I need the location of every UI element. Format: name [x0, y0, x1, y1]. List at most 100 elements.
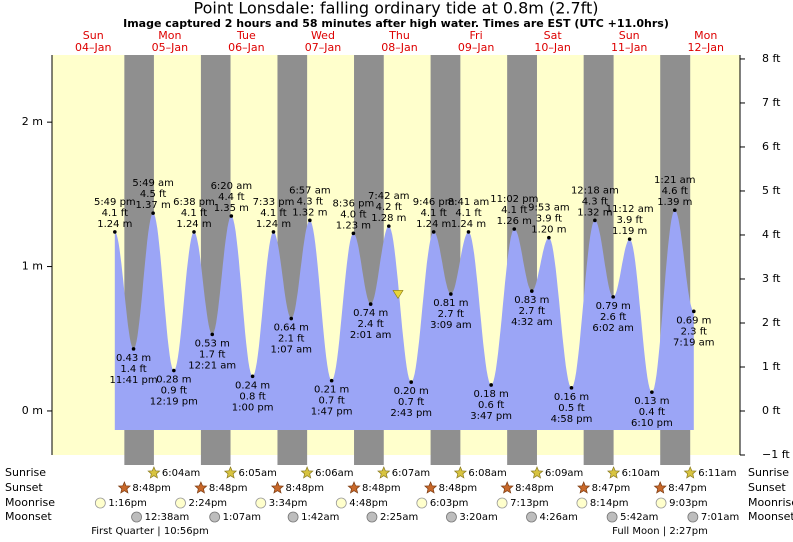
tide-label: 12:19 pm	[150, 397, 198, 408]
tide-point	[489, 383, 493, 387]
tide-label: 1.24 m	[97, 219, 132, 230]
y-tick-label: 2 m	[22, 115, 43, 128]
tide-label: 0.28 m	[156, 375, 191, 386]
day-date: 11–Jan	[611, 41, 647, 54]
row-time: 8:48pm	[285, 483, 324, 494]
moon-icon	[255, 497, 267, 509]
tide-label: 1:00 pm	[232, 402, 274, 413]
y-tick-label: 1 m	[22, 260, 43, 273]
tide-point	[611, 295, 615, 299]
y2-tick-label: 3 ft	[762, 272, 781, 285]
tide-label: 1.20 m	[531, 225, 566, 236]
tide-label: 12:18 am	[571, 185, 619, 196]
tide-label: 4.3 ft	[297, 196, 323, 207]
tide-label: 6:02 am	[592, 323, 634, 334]
sun-icon	[683, 466, 697, 479]
row-time: 6:04am	[162, 468, 200, 479]
moon-icon	[576, 497, 588, 509]
tide-point	[172, 368, 176, 373]
row-label: Sunset	[748, 481, 786, 494]
sun-icon	[453, 466, 467, 479]
row-label: Moonrise	[5, 496, 55, 509]
day-name: Mon	[158, 29, 181, 42]
row-time: 1:16pm	[108, 498, 147, 509]
row-time: 2:24pm	[188, 498, 227, 509]
tide-label: 4.1 ft	[420, 208, 446, 219]
tide-label: 3:09 am	[430, 320, 472, 331]
row-time: 6:06am	[315, 468, 353, 479]
sun-icon	[347, 481, 361, 494]
tide-label: 1:47 pm	[311, 407, 353, 418]
y2-tick-label: −1 ft	[762, 448, 790, 461]
tide-label: 0.43 m	[116, 353, 151, 364]
tide-label: 0.5 ft	[558, 403, 584, 414]
moon-icon	[606, 511, 618, 523]
row-label: Moonset	[748, 510, 793, 523]
sun-icon	[577, 481, 591, 494]
row-label: Moonset	[5, 510, 52, 523]
tide-label: 5:49 pm	[94, 197, 136, 208]
tide-label: 7:42 am	[368, 191, 410, 202]
day-date: 07–Jan	[305, 41, 341, 54]
tide-label: 1.37 m	[136, 200, 171, 211]
tide-label: 0.16 m	[554, 392, 589, 403]
sun-icon	[653, 481, 667, 494]
row-label: Sunrise	[5, 466, 46, 479]
moon-icon	[94, 497, 106, 509]
row-time: 3:34pm	[269, 498, 308, 509]
tide-label: 4:32 am	[511, 317, 553, 328]
y2-tick-label: 8 ft	[762, 52, 781, 65]
row-time: 6:08am	[468, 468, 506, 479]
sun-icon	[530, 466, 544, 479]
sun-icon	[500, 481, 514, 494]
row-time: 8:48pm	[515, 483, 554, 494]
tide-label: 1.24 m	[176, 219, 211, 230]
tide-label: 4.1 ft	[102, 208, 128, 219]
tide-label: 12:21 am	[188, 360, 236, 371]
y2-tick-label: 0 ft	[762, 404, 781, 417]
tide-label: 2.6 ft	[600, 312, 626, 323]
tide-point	[593, 218, 597, 223]
tide-point	[569, 386, 574, 390]
moon-icon	[416, 497, 428, 509]
tide-label: 4.3 ft	[582, 196, 608, 207]
y2-tick-label: 4 ft	[762, 228, 781, 241]
day-date: 09–Jan	[458, 41, 494, 54]
tide-label: 0.74 m	[353, 308, 388, 319]
tide-point	[692, 309, 696, 314]
tide-label: 0.7 ft	[318, 396, 344, 407]
tide-label: 0.83 m	[514, 295, 549, 306]
tide-point	[113, 230, 117, 234]
moon-icon	[335, 497, 347, 509]
tide-label: 8:36 pm	[333, 198, 375, 209]
tide-point	[229, 214, 234, 218]
row-time: 4:26am	[540, 512, 578, 523]
day-name: Sun	[619, 29, 640, 42]
day-date: 12–Jan	[688, 41, 724, 54]
row-time: 1:42am	[301, 512, 339, 523]
row-time: 8:47pm	[668, 483, 707, 494]
day-date: 05–Jan	[152, 41, 188, 54]
tide-label: 6:20 am	[211, 181, 253, 192]
tide-label: 4.1 ft	[501, 205, 527, 216]
tide-label: 1.39 m	[657, 197, 692, 208]
tide-label: 0.24 m	[235, 380, 270, 391]
tide-point	[329, 378, 334, 383]
day-date: 10–Jan	[534, 41, 570, 54]
day-name: Wed	[311, 29, 335, 42]
tide-label: 4.1 ft	[260, 208, 286, 219]
y2-tick-label: 1 ft	[762, 360, 781, 373]
tide-point	[387, 224, 391, 228]
day-name: Sat	[544, 29, 563, 42]
tide-label: 11:41 pm	[110, 375, 158, 386]
tide-point	[351, 231, 356, 236]
moon-icon	[496, 497, 508, 509]
tide-label: 1.4 ft	[120, 364, 146, 375]
tide-label: 1.24 m	[256, 219, 291, 230]
tide-label: 4.1 ft	[455, 208, 481, 219]
moon-icon	[287, 511, 299, 523]
tide-label: 0.18 m	[474, 389, 509, 400]
sun-icon	[607, 466, 621, 479]
row-time: 5:42am	[620, 512, 658, 523]
